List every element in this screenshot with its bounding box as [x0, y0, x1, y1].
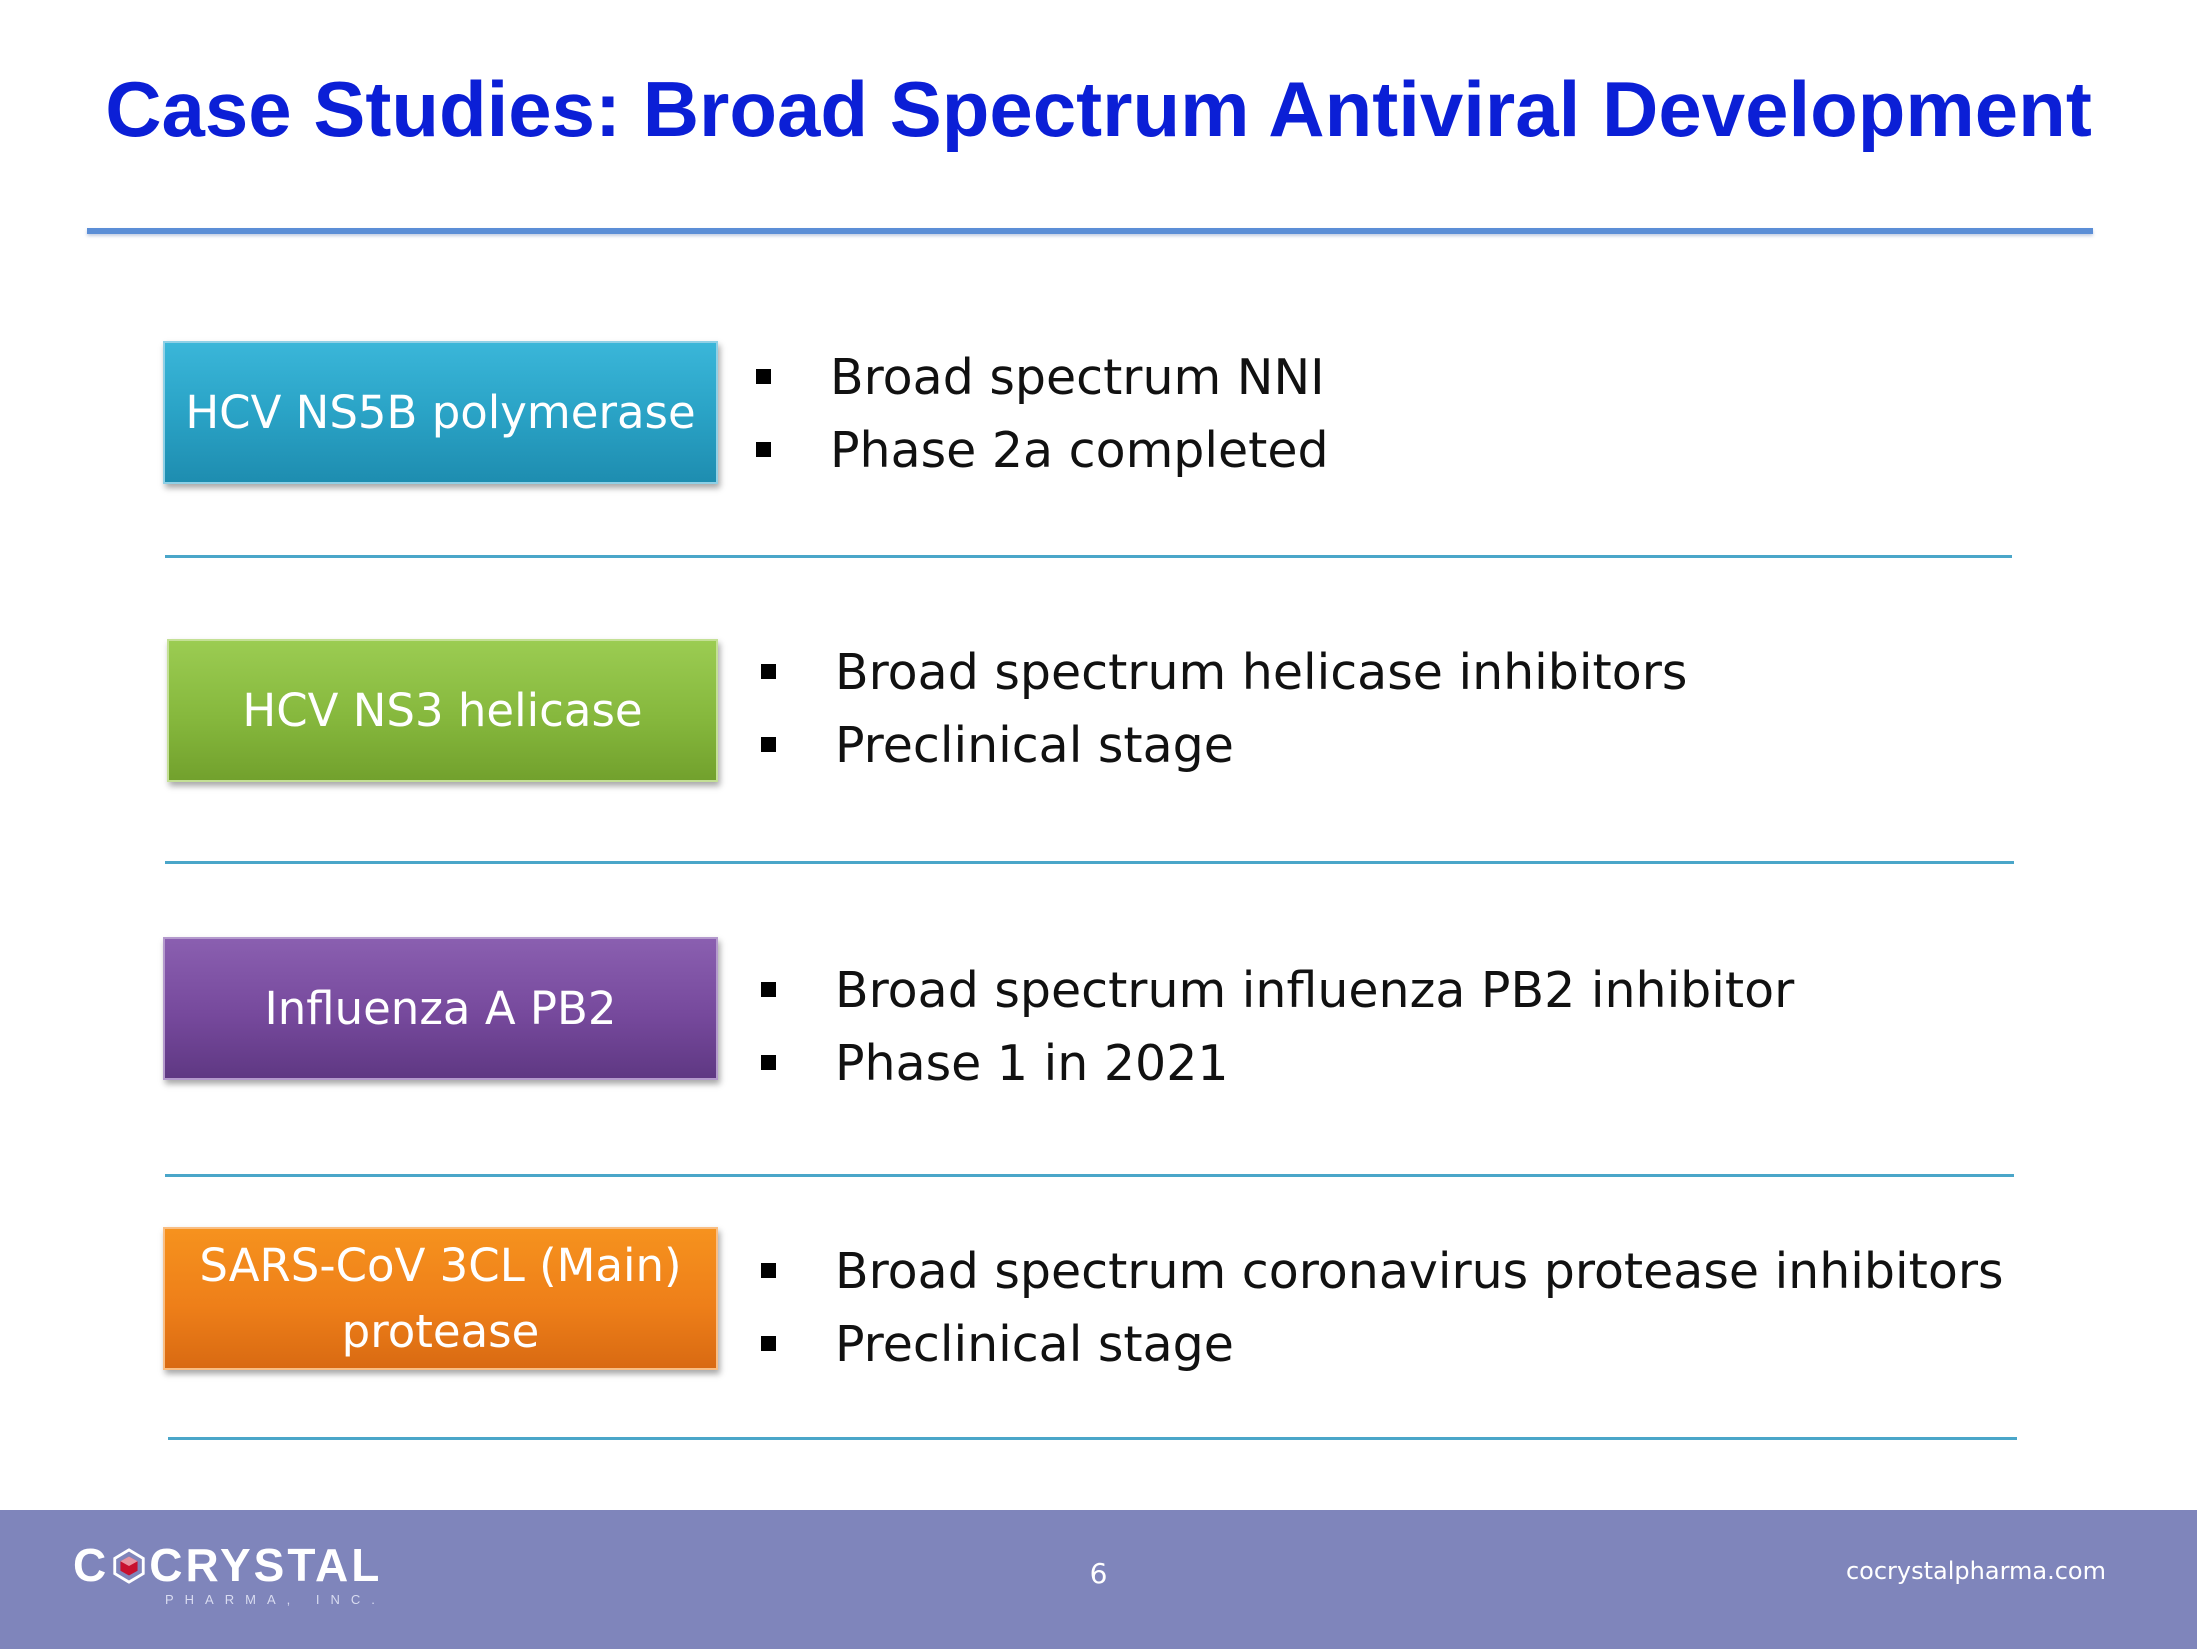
square-bullet-icon: [761, 1055, 776, 1070]
square-bullet-icon: [761, 737, 776, 752]
crystal-gem-icon: [113, 1548, 145, 1584]
row-divider: [168, 1437, 2017, 1440]
square-bullet-icon: [756, 369, 771, 384]
bullet-item: Broad spectrum influenza PB2 inhibitor: [755, 954, 1794, 1027]
bullet-list-sars-cov: Broad spectrum coronavirus protease inhi…: [755, 1235, 2004, 1381]
footer-bar: C CRYSTAL PHARMA, INC. 6 cocrystalpharma…: [0, 1510, 2197, 1649]
category-box-sars-cov: SARS-CoV 3CL (Main) protease: [163, 1227, 718, 1370]
bullet-item: Broad spectrum NNI: [750, 341, 1329, 414]
bullet-list-influenza: Broad spectrum influenza PB2 inhibitor P…: [755, 954, 1794, 1100]
logo-wordmark: C CRYSTAL: [73, 1539, 383, 1591]
bullet-list-hcv-ns5b: Broad spectrum NNI Phase 2a completed: [750, 341, 1329, 487]
website-link[interactable]: cocrystalpharma.com: [1845, 1557, 2106, 1585]
bullet-text: Phase 2a completed: [830, 422, 1329, 479]
bullet-text: Broad spectrum coronavirus protease inhi…: [835, 1243, 2004, 1300]
bullet-item: Phase 1 in 2021: [755, 1027, 1794, 1100]
page-number: 6: [1089, 1557, 1108, 1590]
bullet-item: Broad spectrum helicase inhibitors: [755, 636, 1687, 709]
square-bullet-icon: [756, 442, 771, 457]
bullet-item: Broad spectrum coronavirus protease inhi…: [755, 1235, 2004, 1308]
bullet-text: Broad spectrum helicase inhibitors: [835, 644, 1688, 701]
bullet-list-hcv-ns3: Broad spectrum helicase inhibitors Precl…: [755, 636, 1687, 782]
category-box-influenza: Influenza A PB2: [163, 937, 718, 1080]
bullet-text: Broad spectrum influenza PB2 inhibitor: [835, 962, 1795, 1019]
row-divider: [165, 1174, 2014, 1177]
row-divider: [165, 555, 2012, 558]
company-logo: C CRYSTAL PHARMA, INC.: [73, 1538, 393, 1608]
square-bullet-icon: [761, 982, 776, 997]
slide-title: Case Studies: Broad Spectrum Antiviral D…: [105, 65, 2092, 153]
bullet-text: Broad spectrum NNI: [830, 349, 1325, 406]
category-label: HCV NS3 helicase: [242, 683, 643, 737]
category-label: HCV NS5B polymerase: [185, 385, 696, 439]
bullet-item: Preclinical stage: [755, 1308, 2004, 1381]
category-label: Influenza A PB2: [264, 981, 617, 1035]
category-label-line1: SARS-CoV 3CL (Main): [199, 1238, 682, 1292]
bullet-text: Phase 1 in 2021: [835, 1035, 1229, 1092]
bullet-text: Preclinical stage: [835, 1316, 1234, 1373]
category-box-hcv-ns5b: HCV NS5B polymerase: [163, 341, 718, 484]
square-bullet-icon: [761, 1263, 776, 1278]
bullet-item: Preclinical stage: [755, 709, 1687, 782]
square-bullet-icon: [761, 664, 776, 679]
row-divider: [165, 861, 2014, 864]
category-box-hcv-ns3: HCV NS3 helicase: [167, 639, 718, 782]
bullet-item: Phase 2a completed: [750, 414, 1329, 487]
bullet-text: Preclinical stage: [835, 717, 1234, 774]
title-underline: [87, 228, 2093, 234]
logo-subtitle: PHARMA, INC.: [165, 1592, 386, 1607]
category-label-line2: protease: [341, 1304, 540, 1358]
square-bullet-icon: [761, 1336, 776, 1351]
